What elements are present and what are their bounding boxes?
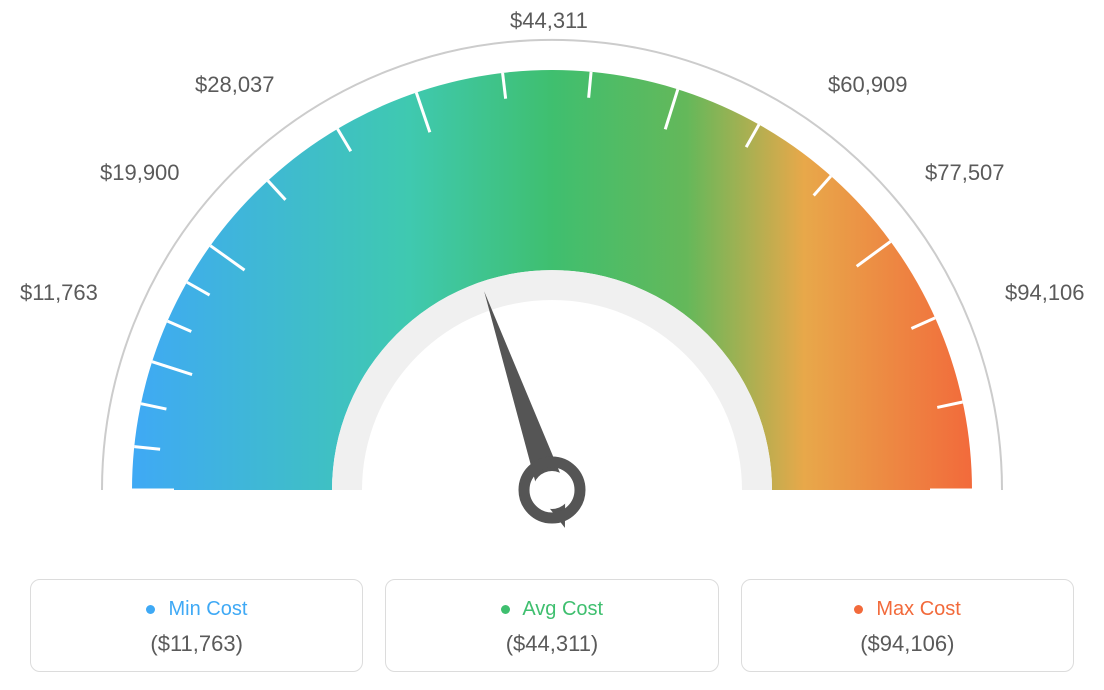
avg-cost-title-text: Avg Cost [522, 598, 603, 620]
summary-cards: Min Cost ($11,763) Avg Cost ($44,311) Ma… [30, 579, 1074, 672]
gauge-tick-label: $77,507 [925, 160, 1005, 186]
avg-cost-title: Avg Cost [394, 598, 709, 621]
gauge-chart: $11,763 $19,900 $28,037 $44,311 $60,909 $77,5… [0, 0, 1104, 560]
max-cost-card: Max Cost ($94,106) [741, 579, 1074, 672]
gauge-svg [72, 20, 1032, 560]
min-cost-value: ($11,763) [39, 631, 354, 657]
bullet-icon [501, 605, 510, 614]
min-cost-title: Min Cost [39, 598, 354, 621]
gauge-tick-label: $44,311 [510, 8, 588, 34]
gauge-tick-label: $28,037 [195, 72, 275, 98]
gauge-tick-label: $94,106 [1005, 280, 1085, 306]
gauge-tick-label: $19,900 [100, 160, 180, 186]
avg-cost-card: Avg Cost ($44,311) [385, 579, 718, 672]
max-cost-title: Max Cost [750, 598, 1065, 621]
bullet-icon [146, 605, 155, 614]
max-cost-title-text: Max Cost [876, 598, 960, 620]
max-cost-value: ($94,106) [750, 631, 1065, 657]
avg-cost-value: ($44,311) [394, 631, 709, 657]
min-cost-card: Min Cost ($11,763) [30, 579, 363, 672]
bullet-icon [854, 605, 863, 614]
min-cost-title-text: Min Cost [168, 598, 247, 620]
gauge-tick-label: $11,763 [20, 280, 98, 306]
gauge-tick-label: $60,909 [828, 72, 908, 98]
